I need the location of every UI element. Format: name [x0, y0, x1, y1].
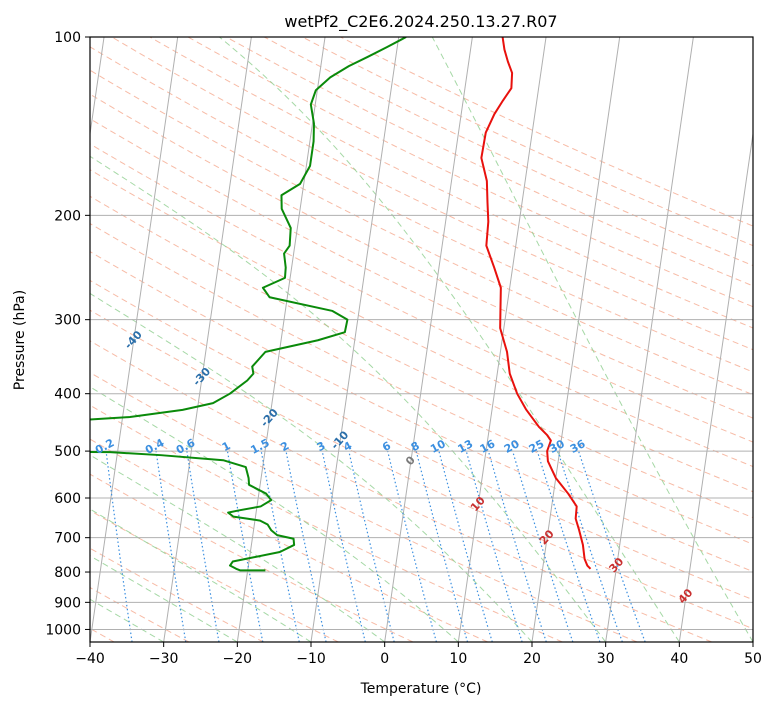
x-tick-label: 50: [744, 651, 762, 667]
isotherm-line: [752, 638, 753, 642]
mixing-ratio-label: 25: [527, 437, 547, 456]
x-tick-label: −40: [75, 651, 105, 667]
dry-adiabat-line: [90, 169, 753, 493]
mixing-ratio-label: 30: [547, 437, 567, 456]
moist-adiabat-line: [90, 155, 607, 642]
x-axis-title: Temperature (°C): [360, 681, 482, 697]
y-tick-label: 400: [54, 387, 81, 403]
moist-adiabat-line: [90, 598, 164, 642]
moist-adiabat-line: [218, 37, 680, 642]
x-tick-label: 40: [670, 651, 688, 667]
isotherm-line: [605, 37, 694, 642]
plot-frame: [89, 36, 754, 643]
mixing-ratio-line: [155, 451, 187, 642]
temperature-profile: [480, 37, 592, 570]
moist-adiabat-line: [90, 386, 459, 642]
moist-adiabat-line: [90, 292, 533, 642]
mixing-ratio-line: [348, 450, 395, 642]
dry-adiabat-line: [90, 251, 753, 573]
mixing-ratio-line: [105, 451, 133, 642]
dry-adiabat-line: [90, 222, 753, 545]
isotherm-label: -50: [55, 280, 78, 304]
dry-adiabat-line: [302, 37, 753, 247]
x-tick-label: 30: [597, 651, 615, 667]
x-tick-label: 20: [523, 651, 541, 667]
mixing-ratio-line: [487, 450, 547, 642]
mixing-ratio-label: 13: [456, 437, 476, 456]
profile-series: [90, 37, 592, 572]
isotherm-label: -60: [0, 228, 12, 252]
mixing-ratio-line: [578, 450, 646, 642]
mixing-ratio-line: [260, 450, 300, 642]
mixing-ratio-line: [512, 450, 574, 642]
isotherm-line: [531, 37, 621, 642]
isobars: [90, 37, 753, 630]
dry-adiabat-line: [90, 69, 753, 396]
dry-adiabat-line: [90, 118, 753, 443]
isotherm-line: [236, 37, 326, 642]
dry-adiabat-line: [90, 404, 563, 642]
moist-adiabat-line: [90, 454, 385, 642]
y-tick-label: 1000: [45, 622, 81, 638]
y-tick-label: 900: [54, 595, 81, 611]
y-tick-label: 200: [54, 208, 81, 224]
mixing-ratio-label: 36: [568, 437, 588, 456]
moist-adiabats: [90, 37, 753, 642]
dry-adiabat-line: [111, 37, 753, 351]
y-tick-label: 300: [54, 313, 81, 329]
mixing-ratio-line: [415, 450, 469, 642]
moist-adiabat-line: [431, 37, 753, 642]
x-tick-label: 0: [380, 651, 389, 667]
dry-adiabat-line: [225, 37, 753, 287]
isotherms: [90, 37, 753, 642]
dry-adiabat-line: [90, 279, 753, 601]
x-tick-label: −30: [149, 651, 179, 667]
y-tick-label: 800: [54, 565, 81, 581]
dry-adiabats: [90, 37, 753, 642]
isotherm-line: [384, 37, 473, 642]
mixing-ratio-line: [438, 450, 493, 642]
mixing-ratio-line: [285, 450, 327, 642]
y-tick-label: 600: [54, 491, 81, 507]
mixing-ratio-line: [321, 450, 366, 642]
chart-title: wetPf2_C2E6.2024.250.13.27.R07: [284, 12, 557, 32]
isotherm-line: [457, 37, 547, 642]
x-axis: −40 −30 −20 −10 0 10 20 30 40 50: [75, 642, 762, 667]
mixing-ratio-line: [536, 450, 601, 642]
mixing-ratio-label: 16: [478, 437, 498, 456]
dry-adiabat-line: [90, 143, 753, 468]
x-tick-label: −10: [296, 651, 326, 667]
dry-adiabat-line: [149, 37, 753, 329]
y-tick-label: 500: [54, 444, 81, 460]
moist-adiabat-line: [90, 555, 238, 642]
y-axis-title: Pressure (hPa): [12, 290, 28, 390]
dry-adiabat-line: [264, 37, 753, 267]
isotherm-line: [90, 37, 179, 642]
dewpoint_upper-profile: [90, 37, 407, 421]
y-axis: 100 200 300 400 500 600 700 800 900 1000: [45, 30, 90, 638]
x-tick-label: 10: [449, 651, 467, 667]
mixing-ratio-line: [465, 450, 523, 642]
dry-adiabat-line: [90, 93, 753, 419]
mixing-ratio-lines: [105, 450, 646, 642]
dewpoint-profile: [90, 450, 296, 572]
y-tick-label: 100: [54, 30, 81, 46]
y-tick-label: 700: [54, 531, 81, 547]
dry-adiabat-line: [90, 340, 712, 642]
mixing-ratio-label: 10: [428, 437, 448, 456]
mixing-ratio-line: [557, 450, 623, 642]
mixing-ratio-label: 20: [502, 437, 522, 456]
dry-adiabat-line: [90, 438, 488, 642]
dry-adiabat-line: [90, 46, 753, 373]
dry-adiabat-line: [187, 37, 753, 308]
x-tick-label: −20: [223, 651, 253, 667]
dry-adiabat-line: [90, 309, 753, 630]
mixing-ratio-line: [387, 450, 437, 642]
dry-adiabat-line: [90, 195, 753, 519]
isotherm-line: [310, 37, 400, 642]
dry-adiabat-line: [340, 37, 753, 227]
isotherm-line: [163, 37, 252, 642]
